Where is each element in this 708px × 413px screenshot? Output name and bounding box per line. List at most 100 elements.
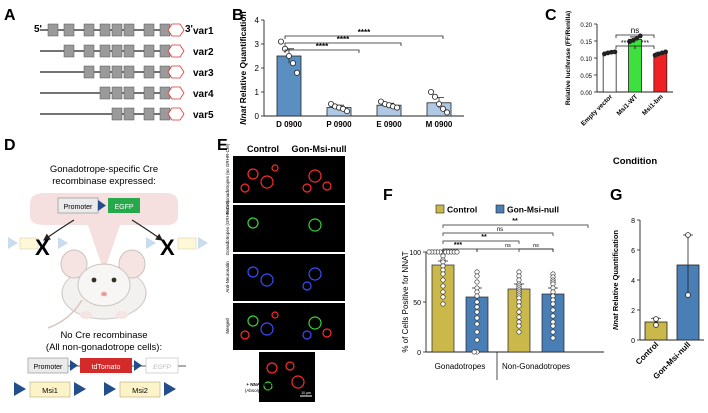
loxp-triangle-faded (58, 237, 68, 249)
cell-signal (247, 266, 259, 278)
exon-box (47, 23, 59, 37)
loxp-triangle-faded (198, 237, 208, 249)
x-category-label: Msi1-WT (616, 93, 640, 117)
cell-signal (308, 316, 322, 330)
x-category-label: D 0900 (276, 120, 302, 129)
data-point (293, 69, 300, 76)
legend-label: Gon-Msi-null (507, 205, 559, 215)
egfp-box-inactive (145, 357, 179, 374)
sig-label: ns (497, 227, 503, 233)
tdtomato-box (80, 358, 132, 373)
data-point (516, 329, 522, 335)
x-axis-label: Condition (613, 156, 658, 167)
absorption-label-line-1: + NNAT PROTEIN (246, 382, 283, 387)
panel-d: D Gonadotrope-specific Cre recombinase e… (4, 137, 208, 398)
column-header-null: Gon-Msi-null (292, 144, 347, 154)
msi1-excised (19, 237, 39, 250)
cell-signal (260, 322, 274, 336)
no-cre-caption-line-1: No Cre recombinase (60, 330, 147, 341)
legend-swatch (495, 204, 505, 214)
data-point (474, 279, 480, 285)
excision-arrow-left (43, 219, 75, 241)
data-point (685, 292, 691, 298)
data-point (343, 108, 350, 115)
msi2-excised (177, 237, 197, 250)
y-axis-label: Nnat Relative Quantification (611, 230, 620, 330)
loxp-triangle (134, 360, 142, 371)
data-point (474, 315, 480, 321)
y-tick-label: 4 (255, 16, 260, 25)
msi1-label: Msi1 (42, 386, 58, 395)
variant-label: var4 (193, 89, 214, 100)
bar (602, 52, 617, 93)
data-point (474, 273, 480, 279)
y-tick-label: 3 (255, 40, 260, 49)
cell-signal (247, 168, 259, 180)
legend-label: Control (447, 205, 477, 215)
panel-a-letter: A (4, 7, 16, 24)
exon-box (63, 44, 75, 58)
cell-signal (291, 375, 305, 389)
exon-box (111, 86, 123, 100)
promoter-label: Promoter (34, 364, 63, 371)
egfp-label: EGFP (114, 204, 133, 211)
promoter-label: Promoter (64, 204, 93, 211)
variant-label: var1 (193, 26, 214, 37)
data-point (440, 289, 446, 295)
cell-signal (285, 361, 295, 371)
tdtomato-label: tdTomato (92, 364, 121, 371)
data-point (454, 249, 460, 255)
sig-label: **** (358, 28, 371, 37)
exon-box (83, 44, 95, 58)
y-tick-label: 0.20 (580, 23, 592, 29)
chart-c: 0.00 0.05 0.10 0.15 0.20 Empty vector Msi1-WT M… (565, 11, 673, 167)
sig-brackets-b: **** **** **** (284, 28, 444, 53)
cre-caption-line-2: recombinase expressed: (52, 176, 156, 187)
exon-box (123, 44, 135, 58)
x-category-label: P 0900 (326, 120, 352, 129)
data-point (440, 277, 446, 283)
cell-signal (308, 169, 322, 183)
data-point (471, 349, 477, 355)
cell-signal (260, 175, 274, 189)
variant-diagram: var1 var2 var3 var4 var5 (40, 23, 214, 121)
exon-box (63, 23, 75, 37)
y-axis-label: % of Cells Positive for NNAT (401, 251, 410, 352)
utr-exon (167, 107, 185, 121)
data-point (663, 49, 668, 55)
panel-d-letter: D (4, 137, 16, 154)
y-tick-label: 2 (255, 64, 260, 73)
loxp-triangle (104, 382, 116, 396)
panel-f-letter: F (383, 187, 393, 204)
data-point (550, 323, 556, 329)
micrograph-tile (289, 303, 345, 350)
data-point (285, 53, 292, 60)
excised-x-icon: X (160, 235, 175, 260)
micrograph-grid: Non-Gonadotropes (no GRHR-Cre)Gonadotrop… (225, 143, 345, 402)
data-point (516, 314, 522, 320)
sig-label: **** (337, 35, 350, 44)
exon-box (99, 86, 111, 100)
x-category-label: Control (634, 340, 660, 366)
variant-label: var3 (193, 68, 214, 79)
exon-box (123, 86, 135, 100)
x-category-label: E 0900 (376, 120, 402, 129)
variant-label: var2 (193, 47, 214, 58)
data-point (474, 321, 480, 327)
row-label: Anti-Neuronatin (225, 261, 230, 293)
utr-exon (167, 44, 185, 58)
msi2-box (119, 381, 161, 398)
msi1-box (29, 381, 71, 398)
utr-exon (167, 65, 185, 79)
cell-signal (240, 183, 250, 193)
panel-a: A 5' 3' var1 var2 var3 var4 var5 (4, 7, 214, 121)
y-tick-label: 0.05 (580, 74, 592, 80)
sig-brackets-c: ns *** *** (615, 26, 655, 49)
exon-box (111, 107, 123, 121)
bar (276, 55, 302, 117)
three-prime-label: 3' (185, 24, 193, 35)
cell-signal (322, 181, 332, 191)
data-point (516, 323, 522, 329)
